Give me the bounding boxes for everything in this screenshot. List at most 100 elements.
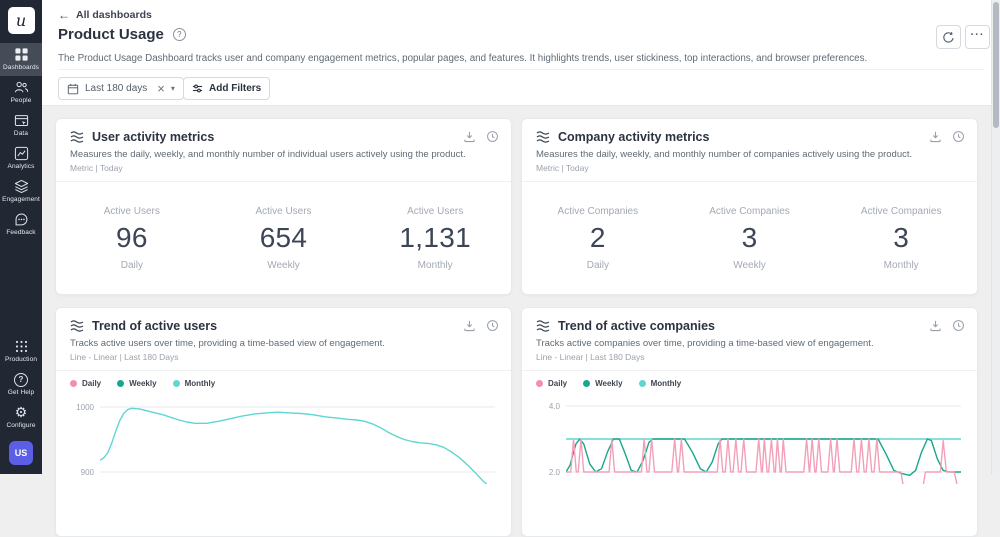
sidebar-item-configure[interactable]: ⚙ Configure — [0, 401, 42, 434]
date-range-filter[interactable]: Last 180 days × ▾ — [58, 77, 184, 100]
download-icon[interactable] — [929, 130, 942, 143]
card-description: Tracks active users over time, providing… — [70, 338, 385, 349]
legend-item-weekly[interactable]: Weekly — [583, 379, 623, 388]
y-axis-tick: 1000 — [76, 403, 94, 412]
download-icon[interactable] — [463, 319, 476, 332]
stat-value: 654 — [259, 222, 308, 253]
metrics-icon — [536, 319, 550, 333]
sidebar-bottom: Production ? Get Help ⚙ Configure US — [0, 335, 42, 474]
chevron-down-icon[interactable]: ▾ — [170, 84, 175, 93]
card-title: User activity metrics — [92, 130, 215, 144]
stat-value: 3 — [893, 222, 910, 253]
trend-active-users-card: Trend of active users Tracks active user… — [55, 307, 512, 537]
series-daily — [566, 439, 959, 484]
stats-row: Active Companies 2 Daily Active Companie… — [522, 182, 977, 271]
user-activity-metrics-card: User activity metrics Measures the daily… — [55, 118, 512, 295]
stat-value: 96 — [115, 222, 148, 253]
sidebar-item-data[interactable]: Data — [0, 109, 42, 142]
more-options-button[interactable]: ··· — [965, 25, 990, 49]
trend-active-companies-card: Trend of active companies Tracks active … — [521, 307, 978, 537]
sidebar: u Dashboards People Data Analytics — [0, 0, 42, 474]
card-description: Measures the daily, weekly, and monthly … — [70, 149, 466, 160]
ellipsis-icon: ··· — [970, 29, 985, 41]
legend-dot — [117, 380, 125, 387]
sidebar-item-label: Feedback — [6, 229, 36, 236]
metrics-icon — [70, 319, 84, 333]
stat-value: 2 — [589, 222, 606, 253]
clock-icon[interactable] — [486, 130, 499, 143]
sidebar-item-label: Data — [13, 130, 29, 137]
legend-item-monthly[interactable]: Monthly — [638, 379, 681, 388]
stat-value: 3 — [741, 222, 758, 253]
card-subtitle: Metric | Today — [536, 163, 589, 173]
clock-icon[interactable] — [952, 130, 965, 143]
active-companies-chart: 4.0 2.0 — [549, 398, 961, 484]
user-avatar[interactable]: US — [9, 441, 33, 465]
y-axis-tick: 2.0 — [548, 468, 560, 477]
card-title: Trend of active users — [92, 319, 218, 333]
data-icon — [14, 113, 29, 128]
app-logo[interactable]: u — [7, 7, 35, 34]
clock-icon[interactable] — [952, 319, 965, 332]
y-axis-tick: 900 — [80, 468, 94, 477]
card-description: Measures the daily, weekly, and monthly … — [536, 149, 913, 160]
download-icon[interactable] — [929, 319, 942, 332]
gear-icon: ⚙ — [14, 404, 28, 420]
stat-weekly: Active Companies 3 Weekly — [674, 206, 826, 271]
metrics-icon — [536, 130, 550, 144]
stat-value: 1,131 — [399, 222, 471, 253]
back-arrow-icon: ← — [58, 8, 70, 22]
download-icon[interactable] — [463, 130, 476, 143]
y-axis-tick: 4.0 — [548, 402, 560, 411]
sidebar-item-label: Analytics — [7, 163, 35, 170]
engagement-icon — [14, 179, 29, 194]
production-icon — [14, 339, 29, 354]
header-divider — [58, 69, 984, 70]
sidebar-nav: Dashboards People Data Analytics Engagem… — [0, 43, 42, 241]
sidebar-item-engagement[interactable]: Engagement — [0, 175, 42, 208]
add-filters-button[interactable]: Add Filters — [183, 77, 271, 100]
page-description: The Product Usage Dashboard tracks user … — [58, 53, 868, 64]
page-header: ← All dashboards Product Usage ? The Pro… — [42, 0, 1000, 106]
title-help-icon[interactable]: ? — [172, 28, 186, 41]
legend-item-daily[interactable]: Daily — [70, 379, 101, 388]
card-subtitle: Line - Linear | Last 180 Days — [70, 352, 179, 362]
back-link-label: All dashboards — [76, 9, 152, 21]
sidebar-item-production[interactable]: Production — [0, 335, 42, 368]
company-activity-metrics-card: Company activity metrics Measures the da… — [521, 118, 978, 295]
legend-item-daily[interactable]: Daily — [536, 379, 567, 388]
sidebar-item-dashboards[interactable]: Dashboards — [0, 43, 42, 76]
sidebar-item-get-help[interactable]: ? Get Help — [0, 368, 42, 401]
people-icon — [14, 80, 29, 95]
legend-dot — [172, 380, 180, 387]
card-description: Tracks active companies over time, provi… — [536, 338, 874, 349]
clear-filter-icon[interactable]: × — [157, 81, 165, 96]
sidebar-item-analytics[interactable]: Analytics — [0, 142, 42, 175]
sidebar-item-feedback[interactable]: Feedback — [0, 208, 42, 241]
stat-daily: Active Users 96 Daily — [56, 206, 208, 271]
refresh-button[interactable] — [936, 25, 961, 49]
sidebar-item-label: People — [10, 97, 32, 104]
clock-icon[interactable] — [486, 319, 499, 332]
legend-item-weekly[interactable]: Weekly — [117, 379, 157, 388]
card-title: Company activity metrics — [558, 130, 710, 144]
legend-item-monthly[interactable]: Monthly — [172, 379, 215, 388]
dashboards-icon — [14, 47, 29, 62]
date-range-value: Last 180 days — [85, 83, 148, 94]
stat-monthly: Active Users 1,131 Monthly — [359, 206, 511, 271]
sidebar-item-label: Configure — [6, 422, 36, 429]
legend-dot — [583, 380, 591, 387]
scrollbar-thumb[interactable] — [993, 2, 999, 128]
sidebar-item-label: Engagement — [2, 196, 40, 203]
sidebar-item-label: Get Help — [7, 389, 35, 396]
sidebar-item-people[interactable]: People — [0, 76, 42, 109]
legend-dot — [638, 380, 646, 387]
feedback-icon — [14, 212, 29, 227]
stat-monthly: Active Companies 3 Monthly — [825, 206, 977, 271]
stats-row: Active Users 96 Daily Active Users 654 W… — [56, 182, 511, 271]
back-to-all-dashboards-link[interactable]: ← All dashboards — [58, 8, 152, 22]
vertical-scrollbar[interactable] — [991, 0, 1000, 474]
calendar-icon — [67, 83, 79, 95]
card-subtitle: Line - Linear | Last 180 Days — [536, 352, 645, 362]
chart-legend: Daily Weekly Monthly — [70, 379, 497, 388]
